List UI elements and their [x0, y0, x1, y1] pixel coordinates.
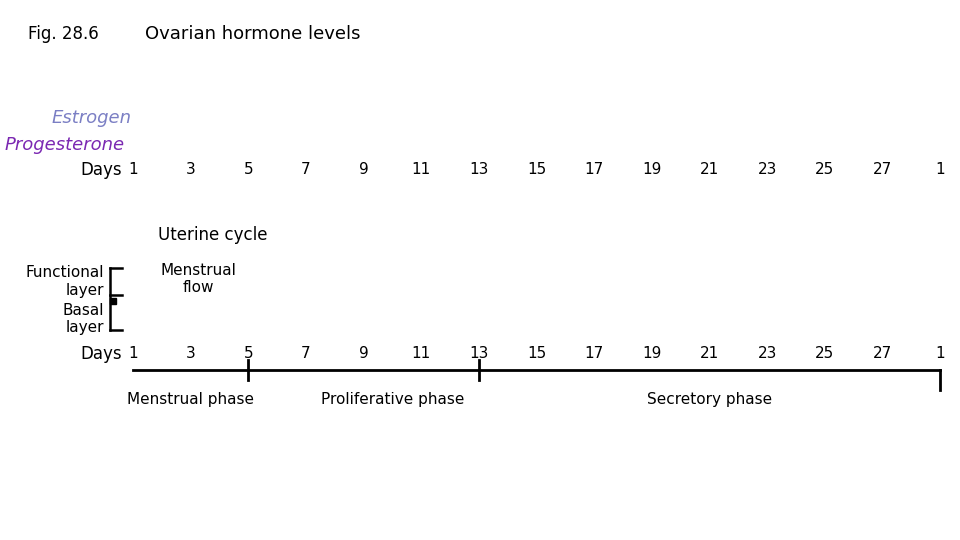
Text: 17: 17: [585, 347, 604, 361]
Text: 25: 25: [815, 347, 834, 361]
Text: 27: 27: [873, 347, 892, 361]
Text: Menstrual
flow: Menstrual flow: [160, 263, 236, 295]
Text: 13: 13: [469, 347, 489, 361]
Text: Secretory phase: Secretory phase: [647, 392, 772, 407]
Text: 11: 11: [412, 163, 431, 178]
Text: 25: 25: [815, 163, 834, 178]
Text: 17: 17: [585, 163, 604, 178]
Text: 5: 5: [244, 347, 253, 361]
Text: 13: 13: [469, 163, 489, 178]
Text: 15: 15: [527, 347, 546, 361]
Text: 19: 19: [642, 163, 661, 178]
Text: 7: 7: [301, 347, 311, 361]
Text: 9: 9: [359, 347, 369, 361]
Text: Functional
layer: Functional layer: [26, 265, 104, 298]
Text: 9: 9: [359, 163, 369, 178]
Text: Uterine cycle: Uterine cycle: [158, 226, 268, 244]
Text: Menstrual phase: Menstrual phase: [127, 392, 254, 407]
Text: Estrogen: Estrogen: [52, 109, 132, 127]
Text: 1: 1: [129, 163, 138, 178]
Text: 21: 21: [700, 163, 719, 178]
Text: 27: 27: [873, 163, 892, 178]
Text: 23: 23: [757, 347, 777, 361]
Text: Days: Days: [81, 345, 122, 363]
Text: 5: 5: [244, 163, 253, 178]
Text: 1: 1: [935, 347, 945, 361]
Text: 3: 3: [186, 347, 196, 361]
Text: Progesterone: Progesterone: [5, 136, 125, 154]
Text: Days: Days: [81, 161, 122, 179]
Text: 15: 15: [527, 163, 546, 178]
Text: 3: 3: [186, 163, 196, 178]
Text: 23: 23: [757, 163, 777, 178]
Text: 1: 1: [935, 163, 945, 178]
Text: Proliferative phase: Proliferative phase: [321, 392, 464, 407]
Text: Basal
layer: Basal layer: [62, 303, 104, 335]
Text: 11: 11: [412, 347, 431, 361]
Text: 19: 19: [642, 347, 661, 361]
Text: 7: 7: [301, 163, 311, 178]
Text: Fig. 28.6: Fig. 28.6: [28, 25, 99, 43]
Text: 1: 1: [129, 347, 138, 361]
Text: 21: 21: [700, 347, 719, 361]
Text: Ovarian hormone levels: Ovarian hormone levels: [145, 25, 361, 43]
